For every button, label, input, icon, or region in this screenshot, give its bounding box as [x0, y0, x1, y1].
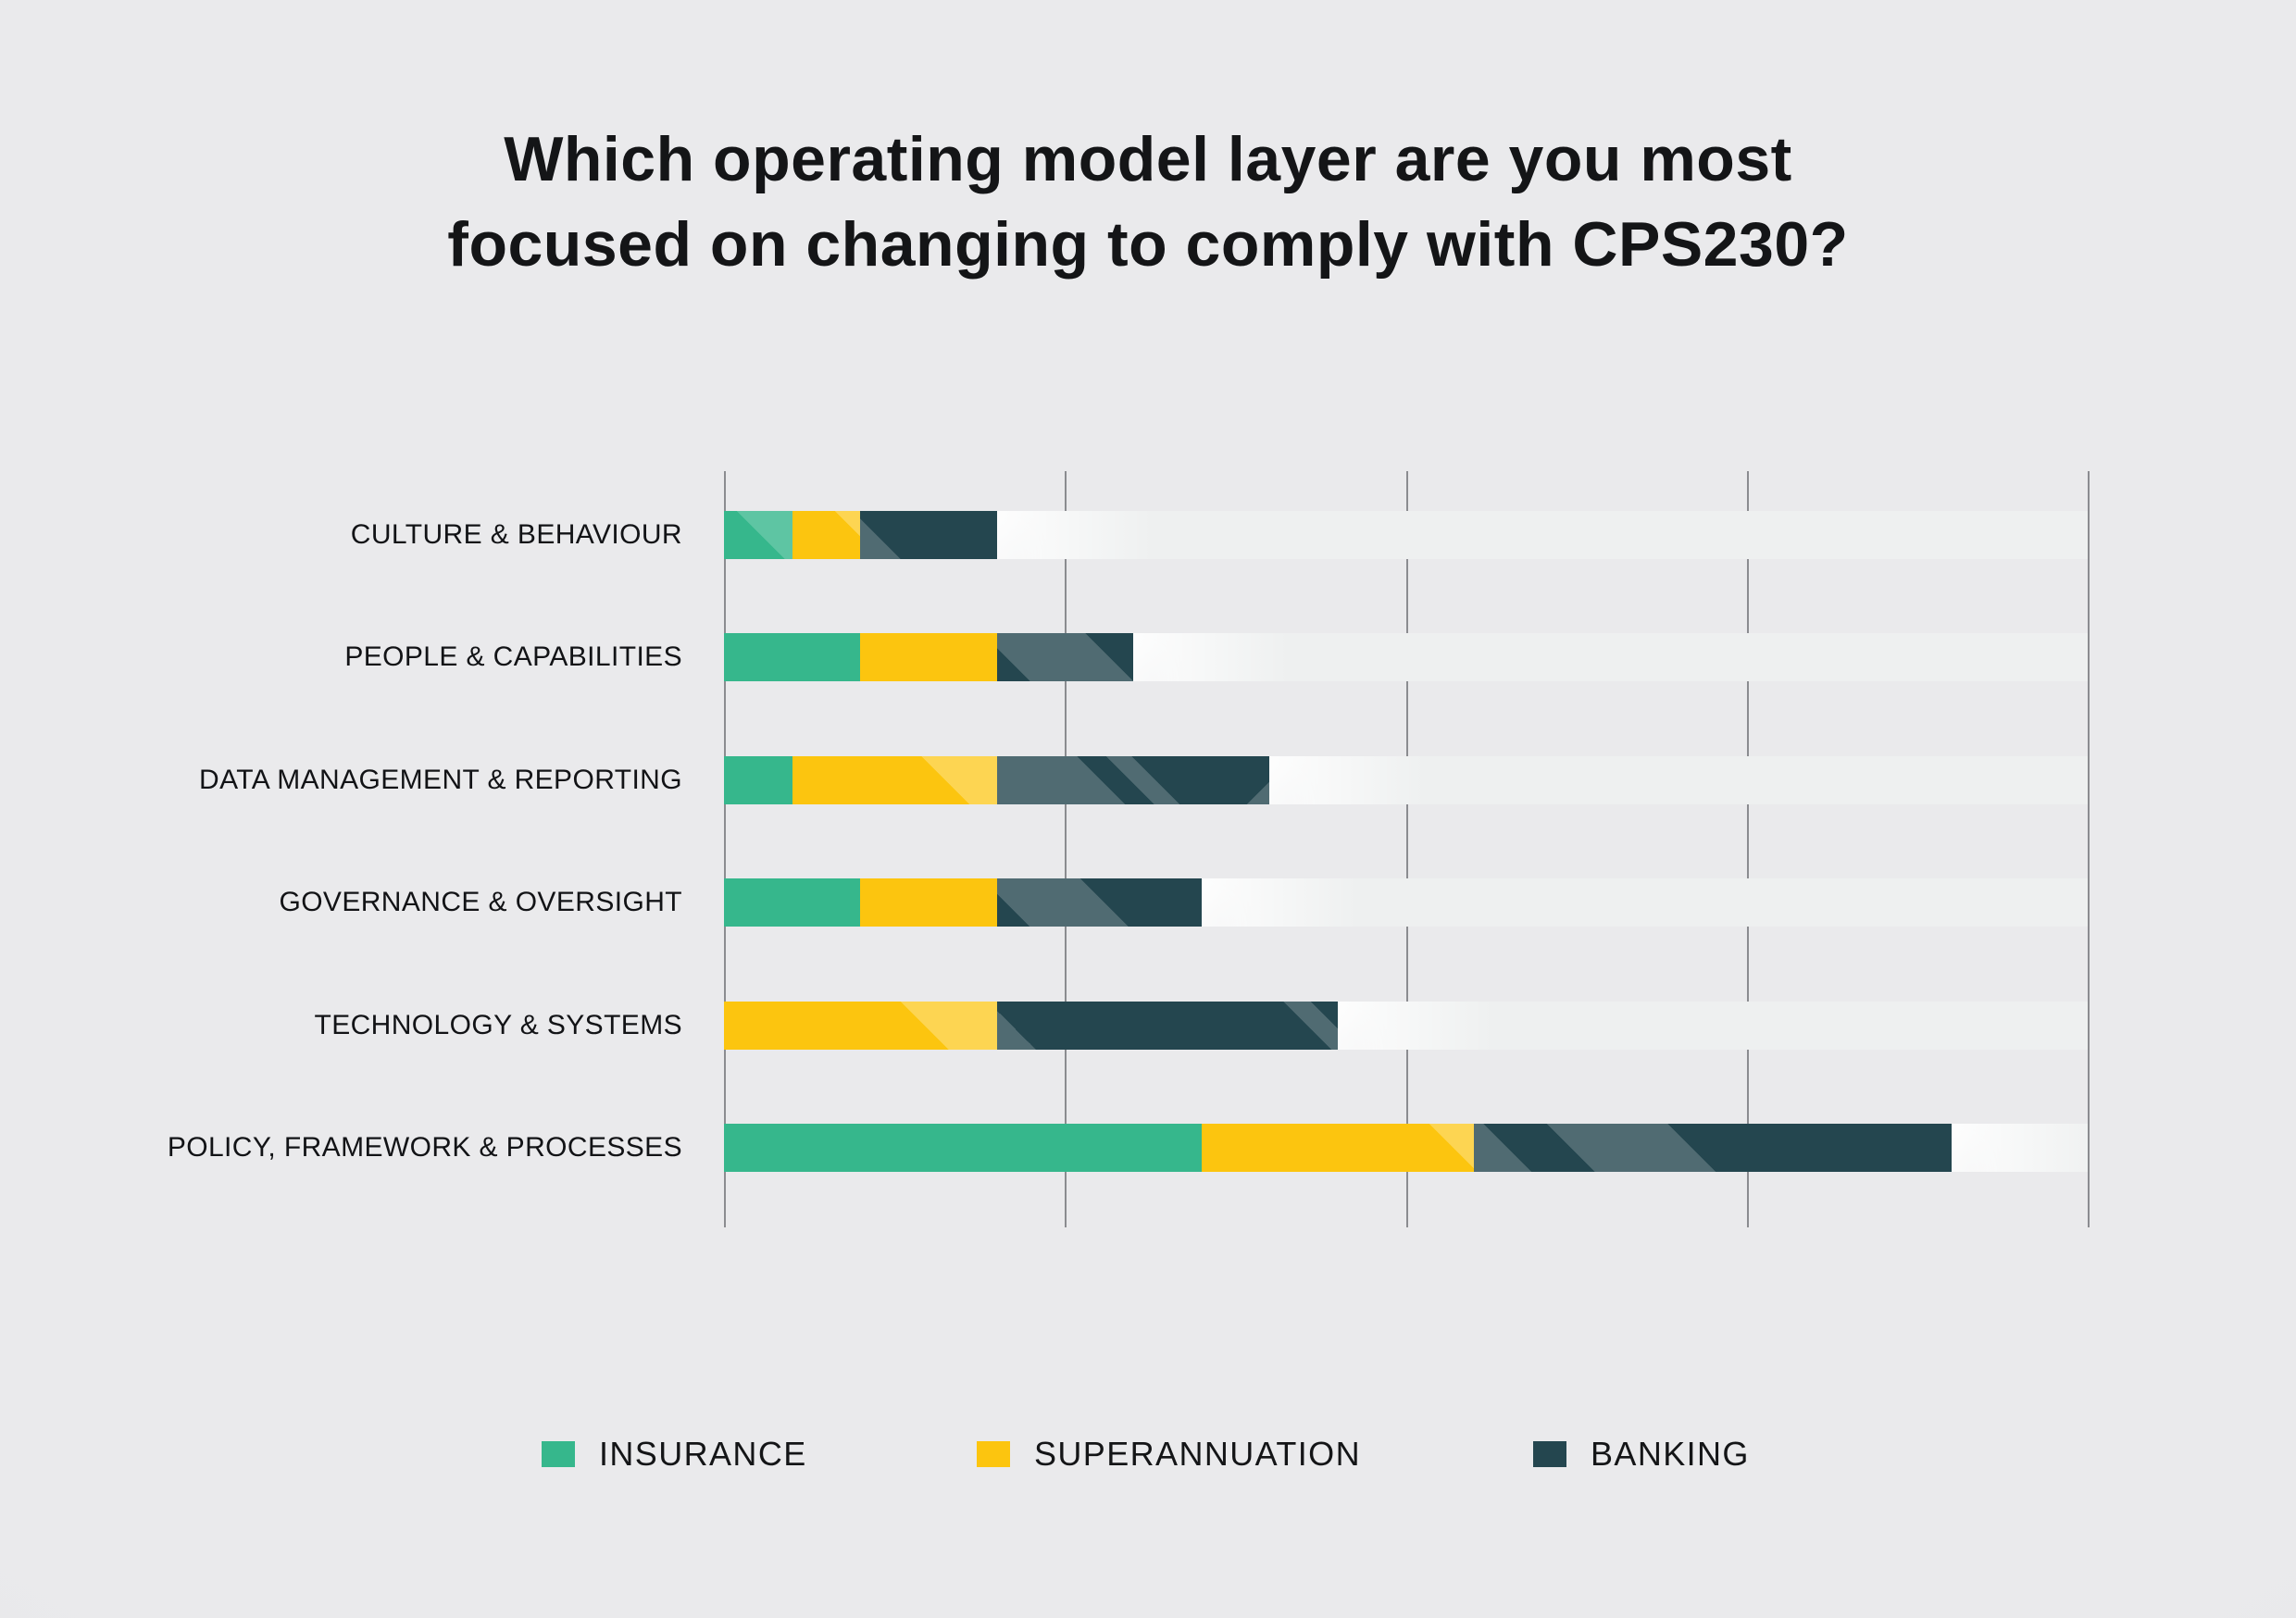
segment-banking: [996, 633, 1133, 681]
segment-banking: [860, 510, 997, 559]
segment-banking: [996, 878, 1202, 927]
legend-item-insurance: INSURANCE: [542, 1434, 807, 1475]
segment-banking: [996, 755, 1270, 804]
segment-superannuation: [860, 633, 997, 681]
segment-insurance: [724, 1124, 1202, 1172]
segment-banking: [996, 1001, 1338, 1050]
segment-insurance: [724, 878, 861, 927]
gridline: [1405, 471, 1408, 1227]
category-label: PEOPLE & CAPABILITIES: [344, 641, 682, 672]
row-track: [724, 510, 2088, 559]
bar-end-glow: [1269, 755, 1428, 804]
bar-end-glow: [1201, 878, 1359, 927]
row-track: [724, 755, 2088, 804]
gridline: [1065, 471, 1067, 1227]
chart-title-line-1: Which operating model layer are you most: [504, 124, 1792, 194]
gridline: [724, 471, 726, 1227]
gridline: [2088, 471, 2090, 1227]
stacked-bar: [724, 1124, 1952, 1172]
category-label: GOVERNANCE & OVERSIGHT: [279, 887, 682, 917]
category-label: TECHNOLOGY & SYSTEMS: [314, 1009, 682, 1040]
row-track: [724, 878, 2088, 927]
legend-label: SUPERANNUATION: [1034, 1435, 1361, 1473]
segment-superannuation: [860, 878, 997, 927]
legend-item-superannuation: SUPERANNUATION: [977, 1434, 1361, 1475]
legend-swatch-insurance: [542, 1441, 575, 1467]
chart-title-line-2: focused on changing to comply with CPS23…: [447, 209, 1849, 280]
row-track: [724, 1124, 2088, 1172]
category-label: CULTURE & BEHAVIOUR: [350, 518, 682, 550]
legend-item-banking: BANKING: [1533, 1434, 1750, 1475]
segment-banking: [1474, 1124, 1952, 1172]
plot-area: [0, 471, 2296, 1227]
category-label: POLICY, FRAMEWORK & PROCESSES: [167, 1132, 682, 1163]
segment-superannuation: [792, 510, 861, 559]
stacked-bar: [724, 1001, 1338, 1050]
row-track: [724, 1001, 2088, 1050]
bar-end-glow: [1951, 1124, 2088, 1172]
bar-end-glow: [1132, 633, 1291, 681]
legend-label: INSURANCE: [599, 1435, 807, 1473]
legend-swatch-superannuation: [977, 1441, 1010, 1467]
row-track: [724, 633, 2088, 681]
legend-label: BANKING: [1591, 1435, 1750, 1473]
legend-swatch-banking: [1533, 1441, 1566, 1467]
segment-insurance: [724, 510, 792, 559]
stacked-bar: [724, 755, 1270, 804]
stacked-bar: [724, 633, 1133, 681]
bar-end-glow: [1337, 1001, 1495, 1050]
stacked-bar: [724, 510, 997, 559]
bar-end-glow: [996, 510, 1154, 559]
chart-title: Which operating model layer are you most…: [0, 117, 2296, 287]
segment-superannuation: [724, 1001, 997, 1050]
gridline: [1746, 471, 1749, 1227]
segment-insurance: [724, 633, 861, 681]
segment-superannuation: [1201, 1124, 1475, 1172]
segment-insurance: [724, 755, 792, 804]
category-label: DATA MANAGEMENT & REPORTING: [199, 764, 682, 795]
stacked-bar: [724, 878, 1202, 927]
segment-superannuation: [792, 755, 997, 804]
